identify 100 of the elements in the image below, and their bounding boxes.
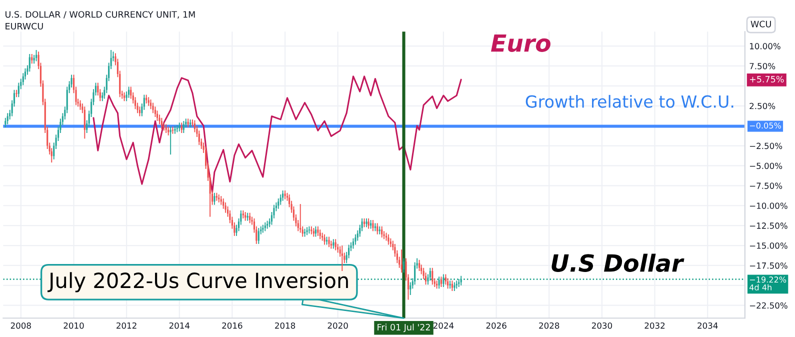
x-tick-label: 2026 <box>486 322 506 329</box>
candlestick <box>414 262 416 286</box>
x-tick-label: 2014 <box>169 322 190 329</box>
y-tick-label: 2.50% <box>750 102 776 110</box>
chart-title: U.S. DOLLAR / WORLD CURRENCY UNIT, 1M <box>6 11 195 19</box>
y-tick-label: 10.00% <box>750 43 780 50</box>
x-tick-label: 2030 <box>592 322 612 329</box>
candlestick <box>152 102 154 114</box>
candlestick <box>158 114 160 125</box>
candlestick <box>381 226 383 238</box>
annotation: +5.75% <box>750 76 784 82</box>
candlestick <box>84 106 86 140</box>
candlestick <box>332 238 334 250</box>
candlestick <box>402 258 405 274</box>
y-tick-label: 7.50% <box>750 62 776 70</box>
x-tick-label: 2012 <box>116 322 136 329</box>
y-tick-label: −2.50% <box>750 142 782 150</box>
candlestick <box>6 112 8 125</box>
candlestick <box>154 106 156 118</box>
line-series <box>92 76 462 193</box>
candlestick <box>150 99 152 110</box>
candlestick <box>18 82 20 98</box>
candlestick <box>134 96 136 110</box>
candlestick <box>440 276 442 288</box>
x-tick-label: 2016 <box>222 322 242 329</box>
candlestick <box>424 272 427 286</box>
candlestick <box>156 110 158 122</box>
candlestick <box>372 220 374 232</box>
annotation: Euro <box>491 34 550 52</box>
y-tick-label: −7.50% <box>750 182 782 189</box>
y-tick-label: −22.50% <box>750 302 788 309</box>
candlestick <box>442 274 444 288</box>
candlestick <box>180 122 182 134</box>
x-tick-label: 2010 <box>64 322 84 329</box>
candlestick <box>354 234 356 246</box>
candlestick <box>130 86 132 100</box>
candlestick <box>341 245 343 272</box>
ref-line-label: Fri 01 Jul '22 <box>378 324 430 332</box>
candlestick <box>249 212 251 224</box>
candlestick <box>4 117 6 128</box>
x-tick-label: 2018 <box>275 322 296 329</box>
candlestick <box>160 117 162 130</box>
candlestick <box>280 194 282 206</box>
candlestick <box>128 86 130 98</box>
candlestick <box>258 227 260 244</box>
annotation: Growth relative to W.C.U. <box>526 94 734 108</box>
candlestick <box>368 218 370 230</box>
candlestick <box>348 244 350 259</box>
x-tick-label: 2034 <box>698 322 718 329</box>
candlestick <box>438 276 440 290</box>
candlestick <box>36 50 38 62</box>
candlestick <box>282 190 284 202</box>
annotation: U.S Dollar <box>552 254 684 272</box>
chart-subtitle: EURWCU <box>6 22 43 30</box>
candlestick <box>420 264 422 275</box>
candlestick <box>317 226 319 236</box>
x-tick-label: 2020 <box>328 322 348 329</box>
candlestick <box>300 204 302 234</box>
annotation: July 2022-Us Curve Inversion <box>48 272 348 292</box>
candlestick <box>324 234 326 246</box>
candlestick <box>138 106 140 117</box>
candlestick <box>447 278 449 290</box>
y-tick-label: −10.00% <box>750 202 788 209</box>
x-tick-label: 2032 <box>644 322 665 329</box>
candlestick <box>222 198 224 210</box>
candlestick <box>319 229 321 240</box>
candlestick <box>432 267 434 286</box>
candlestick <box>400 249 402 274</box>
candlestick <box>22 72 24 86</box>
x-tick-label: 2008 <box>10 322 31 329</box>
candlestick <box>352 238 354 250</box>
candlestick <box>418 259 420 272</box>
candlestick <box>278 198 280 210</box>
y-axis-title: WCU <box>750 20 771 28</box>
candlestick <box>182 120 184 134</box>
candlestick <box>28 54 30 72</box>
ref-line-label: −19.22% 4d 4h <box>749 276 786 290</box>
y-tick-label: −15.00% <box>750 242 788 249</box>
candlestick <box>198 130 200 146</box>
candlestick <box>224 202 226 214</box>
candlestick <box>429 267 431 282</box>
candlestick <box>410 282 412 296</box>
candlestick <box>31 54 33 64</box>
candlestick <box>376 222 378 235</box>
candlestick <box>79 100 82 110</box>
x-tick-label: 2024 <box>433 322 454 329</box>
ref-line-label: −0.05% <box>750 122 781 129</box>
y-tick-label: −12.50% <box>750 222 788 229</box>
candlestick <box>334 238 336 251</box>
y-tick-label: −17.50% <box>750 262 788 269</box>
x-tick-label: 2028 <box>539 322 560 329</box>
candlestick <box>444 274 446 286</box>
candlestick <box>388 234 390 246</box>
candlestick <box>451 280 454 292</box>
candlestick <box>194 120 196 133</box>
candlestick <box>314 226 316 238</box>
candlestick <box>460 275 462 286</box>
candlestick <box>214 192 216 206</box>
candlestick <box>328 236 330 248</box>
y-tick-label: −5.00% <box>750 162 782 170</box>
